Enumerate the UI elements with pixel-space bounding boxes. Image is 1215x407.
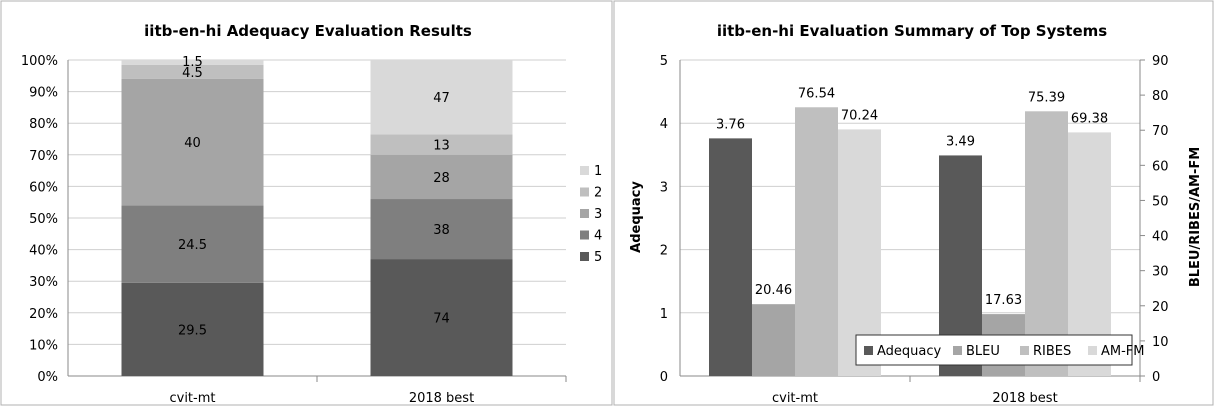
chart1-ytick-label: 70% [29,149,58,164]
chart2-legend-label: Adequacy [877,344,942,359]
chart1-title: iitb-en-hi Adequacy Evaluation Results [144,22,472,40]
chart1-data-label: 47 [433,91,450,106]
chart2-y2tick-label: 80 [1152,89,1169,104]
chart1-data-label: 4.5 [182,66,203,81]
chart2-y2tick-label: 90 [1152,54,1169,69]
chart2-legend-label: AM-FM [1101,344,1145,359]
chart1-ytick-label: 50% [29,212,58,227]
chart1-legend-swatch [580,230,589,240]
chart2-legend-swatch [864,346,873,355]
chart1-legend-swatch [580,209,589,218]
chart2-bar [795,107,838,376]
chart2-legend-label: RIBES [1033,344,1071,359]
chart2-legend-swatch [953,346,962,355]
chart1-data-label: 28 [433,171,450,186]
chart1-legend-label: 2 [594,186,602,201]
chart1-data-label: 24.5 [178,238,207,253]
chart1-ytick-label: 60% [29,180,58,195]
chart2-data-label: 3.76 [716,117,745,132]
adequacy-results-chart: iitb-en-hi Adequacy Evaluation Results 0… [0,0,613,406]
chart2-legend-label: BLEU [966,344,1000,359]
chart1-category-label: cvit-mt [169,391,215,406]
chart2-data-label: 3.49 [946,134,975,149]
chart2-data-label: 20.46 [755,283,792,298]
chart2-data-label: 69.38 [1071,111,1108,126]
chart1-ytick-label: 10% [29,338,58,353]
chart1-legend-label: 5 [594,250,602,265]
chart1-legend-label: 3 [594,207,602,222]
summary-chart: iitb-en-hi Evaluation Summary of Top Sys… [613,0,1214,406]
chart1-bar-segment [121,60,264,65]
chart2-bar [1025,111,1068,376]
chart2-ylabel: Adequacy [629,181,644,253]
chart2-bar [752,304,795,376]
chart2-data-label: 17.63 [985,293,1022,308]
chart1-legend-label: 1 [594,164,602,179]
chart2-y2tick-label: 30 [1152,265,1169,280]
chart1-ytick-label: 80% [29,117,58,132]
chart1-frame [0,0,613,406]
chart2-title: iitb-en-hi Evaluation Summary of Top Sys… [717,22,1107,40]
chart2-y2tick-label: 10 [1152,335,1169,350]
chart1-bar-segment [121,282,264,376]
chart2-y2tick-label: 20 [1152,300,1169,315]
chart1-legend-swatch [580,187,589,197]
chart2-legend-swatch [1088,346,1097,355]
chart1-data-label: 38 [433,223,450,238]
chart1-ytick-label: 30% [29,275,58,290]
chart1-bar-segment [121,64,264,79]
chart2-ytick-label: 3 [660,180,668,195]
chart1-category-label: 2018 best [409,391,474,406]
chart2-ytick-label: 2 [660,244,668,259]
chart1-bar-segment [370,199,513,260]
chart2-ytick-label: 5 [660,54,668,69]
chart2-y2tick-label: 40 [1152,230,1169,245]
chart1-bar-segment [370,259,513,376]
chart2-y2tick-label: 70 [1152,124,1169,139]
chart2-data-label: 70.24 [841,108,878,123]
chart2-ytick-label: 4 [660,117,668,132]
chart1-ytick-label: 0% [37,370,58,385]
chart2-y2tick-label: 50 [1152,194,1169,209]
chart2-bar [709,138,752,376]
chart1-data-label: 29.5 [178,323,207,338]
chart1-bar-segment [121,78,264,206]
chart1-ytick-label: 40% [29,244,58,259]
chart1-data-label: 1.5 [182,55,203,70]
chart2-category-label: cvit-mt [772,391,818,406]
chart2-ytick-label: 0 [660,370,668,385]
chart2-data-label: 75.39 [1028,90,1065,105]
chart1-legend-swatch [580,166,589,175]
chart1-ytick-label: 20% [29,307,58,322]
chart2-legend-swatch [1020,346,1029,355]
chart1-data-label: 13 [433,139,450,154]
chart1-data-label: 40 [184,136,201,151]
chart2-legend-box [855,334,1133,366]
chart2-ytick-label: 1 [660,307,668,322]
chart1-ytick-label: 90% [29,86,58,101]
chart1-data-label: 74 [433,312,450,327]
chart1-legend-swatch [580,252,589,261]
chart1-bar-segment [121,205,264,283]
chart2-y2tick-label: 60 [1152,159,1169,174]
chart2-data-label: 76.54 [798,86,835,101]
chart2-category-label: 2018 best [992,391,1057,406]
chart2-frame [613,0,1214,406]
chart1-bar-segment [370,60,513,135]
chart1-legend-label: 4 [594,229,602,244]
chart2-y2tick-label: 0 [1152,370,1160,385]
chart2-y2label: BLEU/RIBES/AM-FM [1188,147,1203,287]
chart1-bar-segment [370,154,513,200]
chart1-bar-segment [370,134,513,155]
chart1-ytick-label: 100% [21,54,58,69]
